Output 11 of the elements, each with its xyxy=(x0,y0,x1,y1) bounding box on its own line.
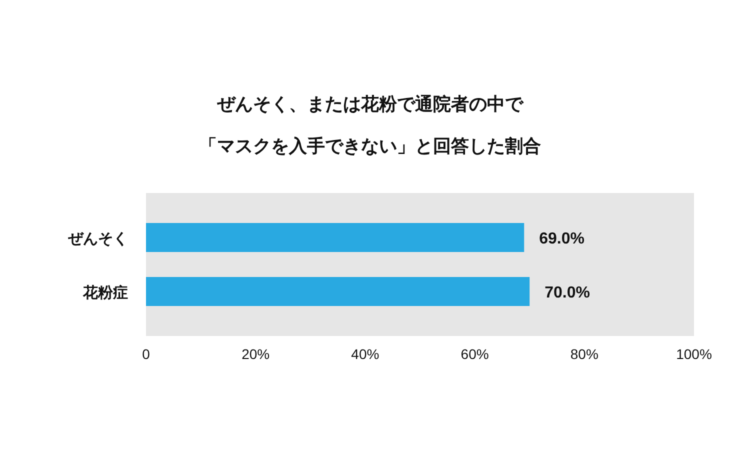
x-tick-label: 60% xyxy=(460,346,489,362)
x-tick-label: 80% xyxy=(570,346,598,362)
data-label: 70.0% xyxy=(544,284,590,302)
x-tick-label: 100% xyxy=(676,346,712,362)
x-tick-label: 40% xyxy=(351,346,380,362)
title: ぜんそく、または花粉で通院者の中で「マスクを入手できない」と回答した割合 xyxy=(199,94,541,156)
category-label: ぜんそく xyxy=(68,230,128,248)
data-label: 69.0% xyxy=(539,230,584,248)
x-tick-label: 20% xyxy=(242,346,270,362)
x-tick-label: 0 xyxy=(142,346,150,362)
category-label: 花粉症 xyxy=(83,284,128,302)
